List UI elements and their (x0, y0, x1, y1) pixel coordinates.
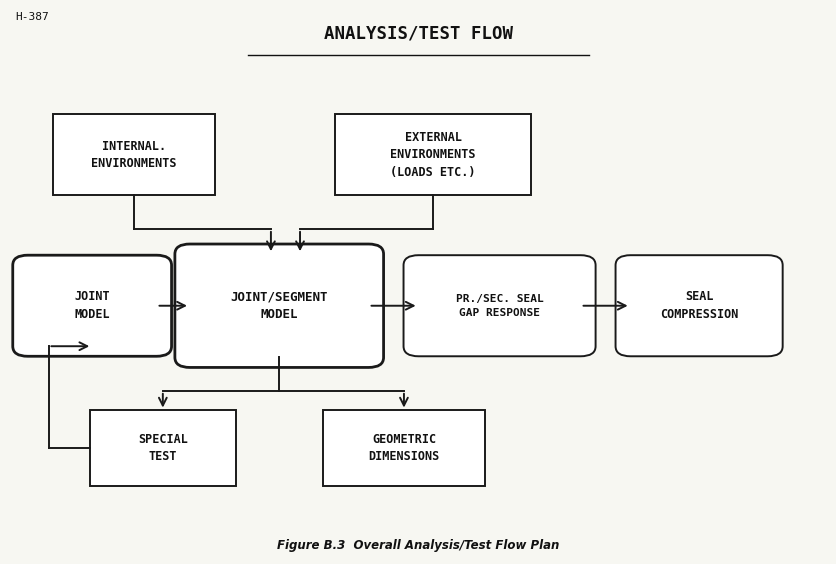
FancyBboxPatch shape (175, 244, 383, 367)
FancyBboxPatch shape (403, 255, 595, 356)
Text: ANALYSIS/TEST FLOW: ANALYSIS/TEST FLOW (324, 24, 512, 42)
Text: JOINT/SEGMENT
MODEL: JOINT/SEGMENT MODEL (230, 290, 328, 321)
FancyBboxPatch shape (614, 255, 782, 356)
Text: H-387: H-387 (15, 12, 49, 22)
Text: PR./SEC. SEAL
GAP RESPONSE: PR./SEC. SEAL GAP RESPONSE (455, 294, 543, 318)
Text: SPECIAL
TEST: SPECIAL TEST (138, 433, 187, 464)
FancyBboxPatch shape (13, 255, 171, 356)
Text: INTERNAL.
ENVIRONMENTS: INTERNAL. ENVIRONMENTS (91, 140, 176, 170)
Text: Figure B.3  Overall Analysis/Test Flow Plan: Figure B.3 Overall Analysis/Test Flow Pl… (277, 539, 559, 552)
Bar (335, 114, 530, 196)
Text: SEAL
COMPRESSION: SEAL COMPRESSION (659, 290, 737, 321)
Text: EXTERNAL
ENVIRONMENTS
(LOADS ETC.): EXTERNAL ENVIRONMENTS (LOADS ETC.) (390, 131, 475, 179)
Bar (90, 411, 235, 486)
Text: JOINT
MODEL: JOINT MODEL (74, 290, 110, 321)
Bar (53, 114, 215, 196)
Bar (323, 411, 484, 486)
Text: GEOMETRIC
DIMENSIONS: GEOMETRIC DIMENSIONS (368, 433, 439, 464)
